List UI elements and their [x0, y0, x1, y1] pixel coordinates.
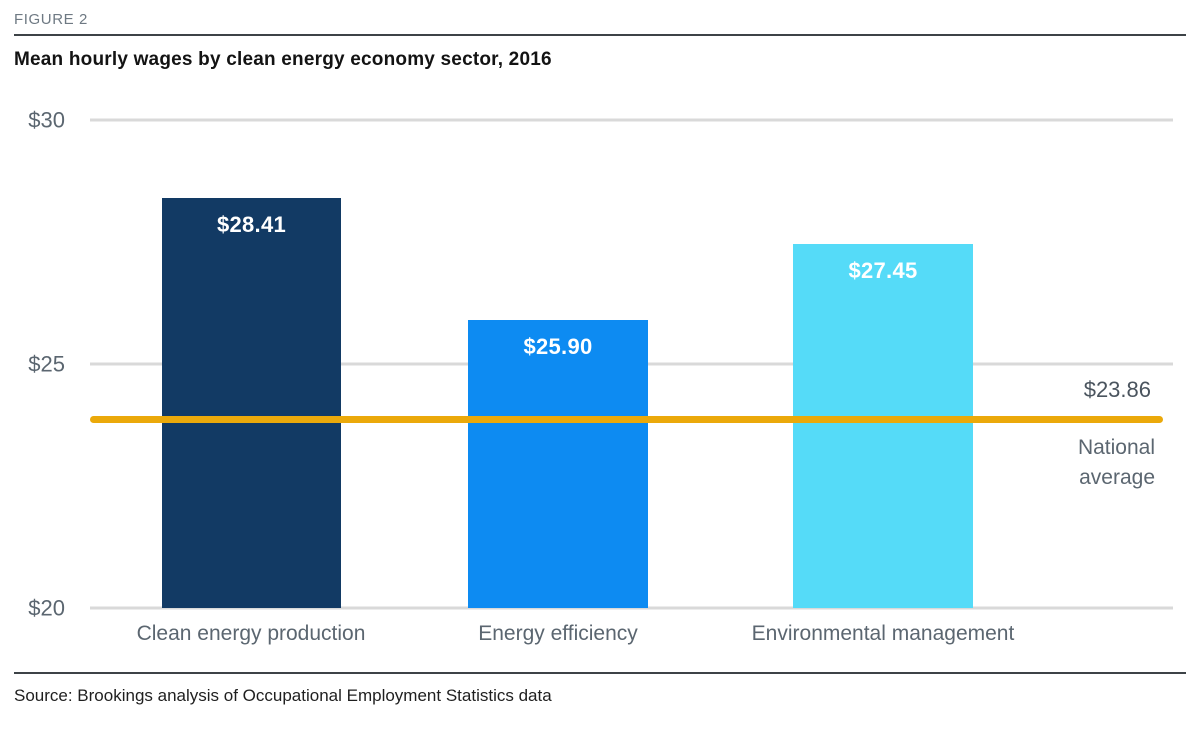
top-divider	[14, 34, 1186, 36]
x-label-environmental-management: Environmental management	[751, 622, 1015, 645]
bar-clean-energy-production: $28.41	[162, 197, 341, 608]
x-label-energy-efficiency: Energy efficiency	[478, 622, 638, 645]
x-label-clean-energy-production: Clean energy production	[136, 622, 366, 645]
bar-environmental-management: $27.45	[793, 244, 973, 608]
source-note: Source: Brookings analysis of Occupation…	[14, 686, 552, 705]
national-average-value: $23.86	[1083, 376, 1151, 402]
gridline-20: $20	[28, 595, 1173, 620]
gridline-30: $30	[28, 107, 1173, 132]
y-tick-label-25: $25	[28, 351, 65, 376]
national-average-line	[90, 416, 1163, 424]
bar-value-label: $25.90	[523, 334, 593, 360]
plot-area: $30 $25 $20 $28.41 $25.90 $27.45 $23.86 …	[28, 107, 1173, 645]
chart-title: Mean hourly wages by clean energy econom…	[14, 49, 552, 70]
y-tick-label-30: $30	[28, 107, 65, 132]
figure-number-label: FIGURE 2	[14, 11, 88, 28]
bar-energy-efficiency: $25.90	[468, 320, 648, 608]
y-tick-label-20: $20	[28, 595, 65, 620]
bar-value-label: $28.41	[216, 211, 287, 237]
national-average-caption: National average	[1077, 435, 1155, 489]
bar-value-label: $27.45	[848, 258, 918, 284]
bottom-divider	[14, 672, 1186, 674]
